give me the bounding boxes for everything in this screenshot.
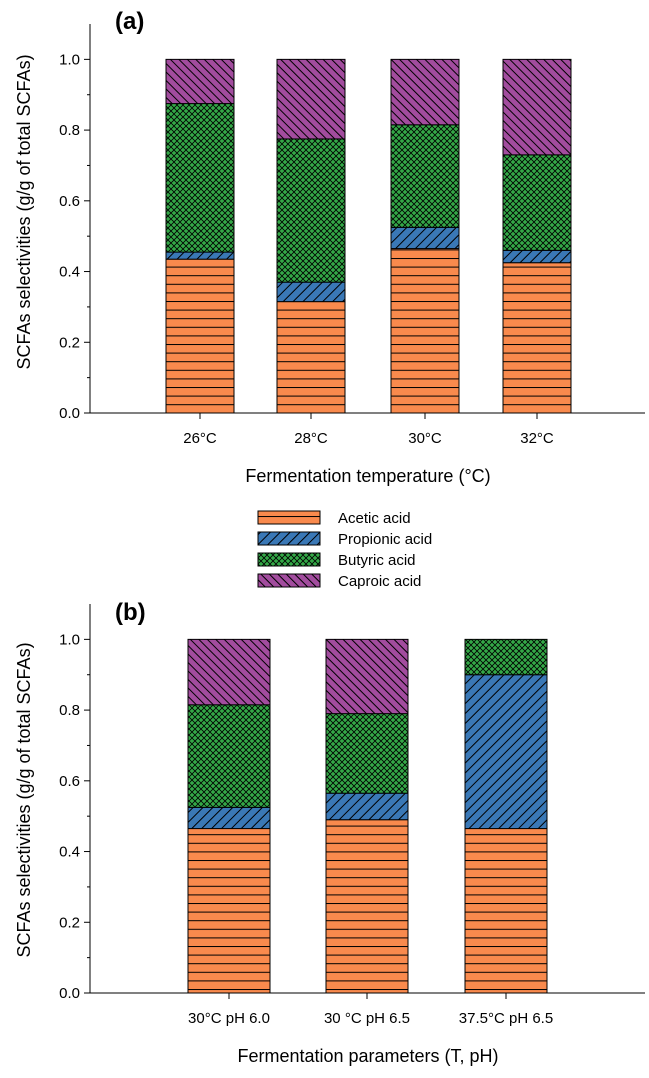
x-axis: 30°C pH 6.0 30 °C pH 6.5 37.5°C pH 6.5 (90, 992, 645, 1027)
bar-segment-butyric-acid (325, 713, 409, 794)
bar-segment-acetic-acid (502, 262, 572, 414)
bar-segment-propionic-acid (325, 792, 409, 821)
bar-segment-caproic-acid (502, 58, 572, 156)
x-tick-label: 30°C pH 6.0 (188, 1010, 270, 1027)
bar-segment-acetic-acid (390, 248, 460, 414)
bar-segment-caproic-acid (187, 638, 271, 706)
bar-segment-propionic-acid (276, 281, 346, 303)
bar-segment-butyric-acid (276, 138, 346, 283)
y-tick-label: 1.0 (59, 51, 80, 68)
y-axis-title: SCFAs selectivities (g/g of total SCFAs) (14, 54, 34, 369)
y-tick-label: 0.4 (59, 264, 80, 281)
bar-segment-propionic-acid (464, 674, 548, 830)
x-axis-title: Fermentation temperature (°C) (245, 466, 490, 486)
bar-segment-acetic-acid (276, 301, 346, 414)
x-tick-label: 37.5°C pH 6.5 (459, 1010, 553, 1027)
y-tick-label: 0.6 (59, 193, 80, 210)
bar-segment-caproic-acid (325, 638, 409, 715)
x-tick-label: 32°C (520, 430, 554, 447)
bar-segment-butyric-acid (187, 704, 271, 808)
bar-segment-acetic-acid (325, 819, 409, 994)
x-tick-label: 26°C (183, 430, 217, 447)
x-axis: 26°C 28°C 30°C 32°C (90, 412, 645, 447)
legend-swatch-propionic-acid (257, 531, 321, 546)
panel-label: (a) (115, 8, 144, 35)
legend-label-butyric-acid: Butyric acid (338, 552, 416, 569)
y-tick-label: 0.4 (59, 844, 80, 861)
y-tick-label: 0.2 (59, 334, 80, 351)
y-axis: 0.0 0.2 0.4 0.6 0.8 1.0 (59, 24, 91, 422)
legend: Acetic acid Propionic acid Butyric acid Cap… (257, 510, 432, 590)
x-tick-label: 30 °C pH 6.5 (324, 1010, 410, 1027)
bar-segment-acetic-acid (187, 828, 271, 994)
bars (187, 638, 548, 994)
bar-segment-propionic-acid (502, 249, 572, 264)
bar-segment-caproic-acid (390, 58, 460, 126)
bar-segment-propionic-acid (390, 226, 460, 250)
y-tick-label: 0.0 (59, 985, 80, 1002)
bar-segment-propionic-acid (165, 251, 235, 260)
chart-panel-a: (a) 0.00.20.40.60.81.0 26°C 28°C 30°C 32°C … (14, 8, 645, 486)
y-tick-label: 0.8 (59, 122, 80, 139)
legend-swatch-acetic-acid (257, 510, 321, 525)
bar-segment-acetic-acid (464, 828, 548, 994)
y-tick-label: 0.8 (59, 702, 80, 719)
bar-segment-caproic-acid (165, 58, 235, 105)
x-axis-title: Fermentation parameters (T, pH) (237, 1046, 498, 1066)
bar-segment-propionic-acid (187, 806, 271, 830)
legend-label-propionic-acid: Propionic acid (338, 531, 432, 548)
y-axis-title: SCFAs selectivities (g/g of total SCFAs) (14, 642, 34, 957)
bar-segment-butyric-acid (390, 124, 460, 228)
y-axis: 0.0 0.2 0.4 0.6 0.8 1.0 (59, 604, 91, 1002)
y-tick-label: 1.0 (59, 631, 80, 648)
x-tick-label: 28°C (294, 430, 328, 447)
chart-panel-b: (b) 0.0 0.2 0.4 0.6 0.8 1.0 30°C pH 6.0 30 °C … (14, 599, 645, 1066)
legend-swatch-butyric-acid (257, 552, 321, 567)
panel-label: (b) (115, 599, 146, 626)
bar-segment-acetic-acid (165, 258, 235, 414)
legend-label-acetic-acid: Acetic acid (338, 510, 411, 527)
bar-segment-butyric-acid (464, 638, 548, 676)
bar-segment-caproic-acid (276, 58, 346, 140)
legend-swatch-caproic-acid (257, 573, 321, 588)
y-tick-label: 0.6 (59, 773, 80, 790)
bar-segment-butyric-acid (165, 103, 235, 253)
y-tick-label: 0.2 (59, 914, 80, 931)
x-tick-label: 30°C (408, 430, 442, 447)
y-tick-label: 0.0 (59, 405, 80, 422)
bars (165, 58, 572, 414)
bar-segment-butyric-acid (502, 154, 572, 251)
legend-label-caproic-acid: Caproic acid (338, 573, 421, 590)
